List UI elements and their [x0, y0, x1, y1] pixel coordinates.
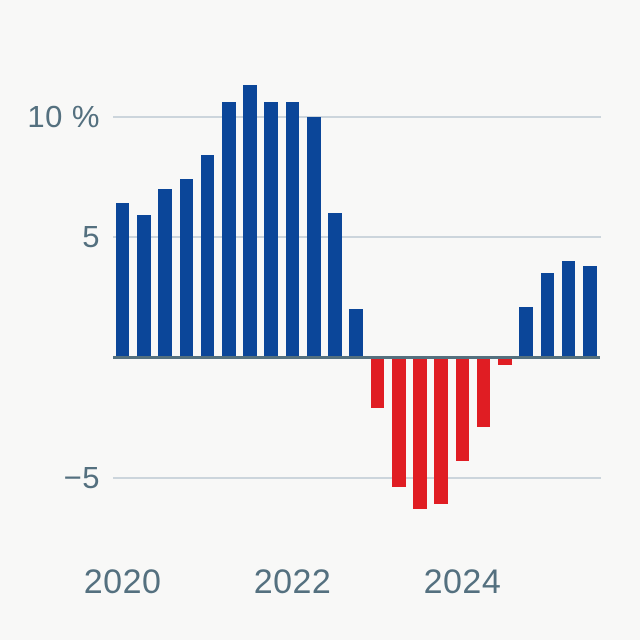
- bar[interactable]: [158, 188, 172, 358]
- bar[interactable]: [498, 357, 512, 365]
- bar[interactable]: [455, 357, 470, 461]
- bar[interactable]: [476, 357, 491, 428]
- bar[interactable]: [519, 306, 533, 358]
- bar[interactable]: [583, 265, 597, 358]
- bar[interactable]: [306, 116, 321, 358]
- bar[interactable]: [349, 309, 364, 358]
- bar[interactable]: [264, 102, 279, 358]
- bar[interactable]: [434, 357, 448, 505]
- y-axis-tick-label: 5: [82, 218, 100, 254]
- zero-axis-line: [113, 356, 600, 359]
- y-axis-tick-label: 10 %: [27, 98, 100, 134]
- bar[interactable]: [200, 155, 215, 358]
- bar[interactable]: [370, 357, 385, 408]
- bar[interactable]: [391, 357, 406, 488]
- bar[interactable]: [179, 179, 194, 358]
- y-axis-tick-label: −5: [63, 459, 100, 495]
- x-axis-tick-label: 2022: [253, 563, 332, 601]
- x-axis-tick-label: 2020: [83, 563, 162, 601]
- x-axis-tick-label: 2024: [423, 563, 502, 601]
- bar[interactable]: [137, 215, 151, 358]
- bar[interactable]: [413, 357, 427, 509]
- bar[interactable]: [561, 261, 576, 358]
- gridline: [113, 235, 601, 238]
- bar[interactable]: [540, 273, 555, 358]
- bar[interactable]: [115, 203, 130, 358]
- bar[interactable]: [285, 102, 300, 358]
- gridline: [113, 476, 601, 479]
- gridline: [113, 115, 601, 118]
- bar[interactable]: [222, 102, 236, 358]
- bar[interactable]: [243, 85, 257, 358]
- bar[interactable]: [328, 212, 342, 358]
